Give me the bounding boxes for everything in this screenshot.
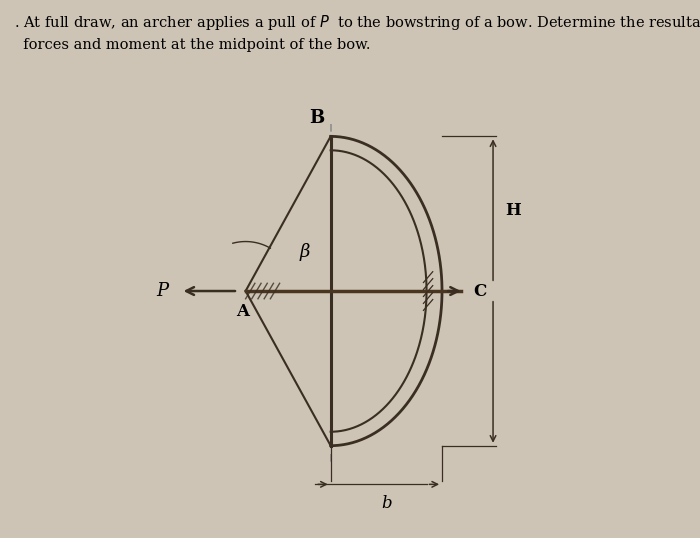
Text: . At full draw, an archer applies a pull of $P$  to the bowstring of a bow. Dete: . At full draw, an archer applies a pull… xyxy=(14,13,700,32)
Text: P: P xyxy=(156,282,168,300)
Text: B: B xyxy=(309,109,325,127)
Text: β: β xyxy=(299,243,309,261)
Text: H: H xyxy=(505,202,522,219)
Text: forces and moment at the midpoint of the bow.: forces and moment at the midpoint of the… xyxy=(14,38,370,52)
Text: C: C xyxy=(473,282,486,300)
Text: A: A xyxy=(236,303,249,321)
Text: b: b xyxy=(381,495,392,512)
